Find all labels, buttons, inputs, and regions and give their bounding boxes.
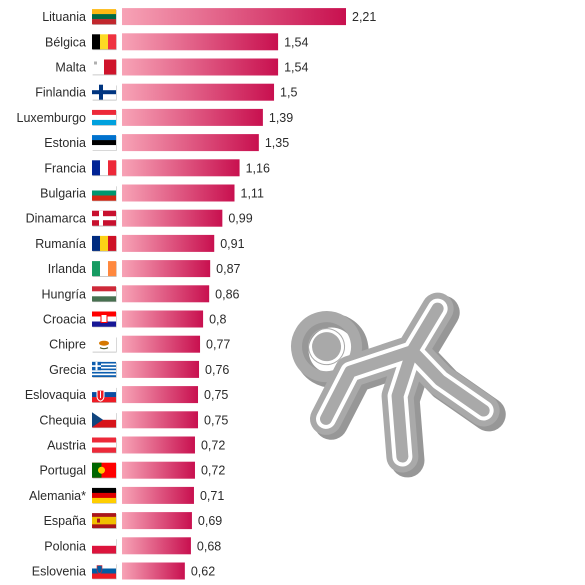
value-label: 1,39: [269, 111, 293, 125]
category-label: Francia: [44, 161, 86, 175]
bar-polonia: [122, 537, 191, 555]
bar-croacia: [122, 310, 204, 328]
estonia-flag-icon: [92, 135, 117, 151]
value-label: 0,75: [204, 388, 228, 402]
value-label: 0,76: [205, 363, 229, 377]
category-label: Luxemburgo: [17, 111, 87, 125]
bar-alemania: [122, 486, 194, 504]
value-label: 1,54: [284, 61, 308, 75]
cyprus-flag-icon: [92, 336, 117, 353]
poland-flag-icon: [92, 538, 117, 555]
bar-espaa: [122, 512, 192, 530]
bar-eslovaquia: [122, 386, 199, 404]
value-label: 0,99: [228, 212, 252, 226]
category-label: Chequia: [39, 413, 86, 427]
category-label: Croacia: [43, 313, 86, 327]
category-labels: Lituania Bélgica Malta Finlandia Luxemburgo E…: [17, 10, 87, 578]
value-label: 0,86: [215, 287, 239, 301]
category-label: Eslovenia: [32, 565, 86, 579]
value-label: 2,21: [352, 10, 376, 24]
malta-flag-icon: [92, 59, 117, 76]
spain-flag-icon: [92, 513, 117, 529]
bar-dinamarca: [122, 209, 223, 227]
category-label: Rumanía: [35, 237, 86, 251]
category-label: Alemania*: [29, 489, 86, 503]
croatia-flag-icon: [92, 311, 117, 328]
finland-flag-icon: [92, 84, 117, 101]
belgium-flag-icon: [92, 34, 117, 51]
value-label: 0,72: [201, 439, 225, 453]
bar-estonia: [122, 134, 259, 152]
category-label: Chipre: [49, 338, 86, 352]
category-label: España: [44, 514, 86, 528]
category-label: Estonia: [44, 136, 86, 150]
bar-luxemburgo: [122, 108, 263, 126]
portugal-flag-icon: [92, 462, 117, 479]
category-label: Grecia: [49, 363, 86, 377]
bar-malta: [122, 58, 279, 76]
france-flag-icon: [92, 160, 117, 177]
value-label: 0,91: [220, 237, 244, 251]
bar-blgica: [122, 33, 279, 51]
category-label: Finlandia: [35, 86, 86, 100]
flags: [92, 9, 117, 580]
category-label: Portugal: [39, 464, 86, 478]
bar-francia: [122, 159, 240, 177]
value-label: 0,69: [198, 514, 222, 528]
bar-lituania: [122, 8, 346, 26]
category-label: Austria: [47, 439, 86, 453]
bars: [122, 8, 346, 580]
value-label: 0,87: [216, 262, 240, 276]
austria-flag-icon: [92, 437, 117, 454]
ireland-flag-icon: [92, 261, 117, 277]
category-label: Lituania: [42, 10, 86, 24]
value-label: 0,62: [191, 565, 215, 579]
category-label: Irlanda: [48, 262, 86, 276]
category-label: Dinamarca: [26, 212, 86, 226]
value-label: 1,54: [284, 35, 308, 49]
lithuania-flag-icon: [92, 9, 117, 25]
category-label: Hungría: [42, 287, 87, 301]
bar-austria: [122, 436, 195, 454]
slovakia-flag-icon: [92, 387, 117, 403]
czechia-flag-icon: [92, 412, 117, 429]
bar-chipre: [122, 335, 201, 353]
value-label: 0,8: [209, 313, 226, 327]
bar-finlandia: [122, 83, 275, 101]
bar-rumana: [122, 234, 215, 252]
value-label: 0,68: [197, 539, 221, 553]
bar-irlanda: [122, 260, 211, 278]
bar-portugal: [122, 461, 195, 479]
value-label: 0,71: [200, 489, 224, 503]
value-label: 1,16: [246, 161, 270, 175]
denmark-flag-icon: [92, 210, 117, 227]
bar-eslovenia: [122, 562, 185, 580]
bar-bulgaria: [122, 184, 235, 202]
value-label: 0,77: [206, 338, 230, 352]
bar-grecia: [122, 360, 200, 378]
value-label: 1,11: [241, 187, 264, 201]
value-labels: 2,21 1,54 1,54 1,5 1,39 1,35 1,16 1,11 0,99 0,91 0…: [191, 10, 377, 578]
category-label: Malta: [55, 61, 86, 75]
crime-scene-body-outline-icon: [291, 292, 506, 478]
bar-chequia: [122, 411, 199, 429]
category-label: Polonia: [44, 539, 86, 553]
value-label: 1,5: [280, 86, 297, 100]
category-label: Eslovaquia: [25, 388, 86, 402]
hungary-flag-icon: [92, 286, 117, 303]
germany-flag-icon: [92, 487, 117, 504]
category-label: Bulgaria: [40, 187, 86, 201]
bulgaria-flag-icon: [92, 185, 117, 202]
greece-flag-icon: [92, 361, 117, 378]
value-label: 0,72: [201, 464, 225, 478]
value-label: 0,75: [204, 413, 228, 427]
luxembourg-flag-icon: [92, 109, 117, 126]
category-label: Bélgica: [45, 35, 86, 49]
romania-flag-icon: [92, 235, 117, 252]
value-label: 1,35: [265, 136, 289, 150]
slovenia-flag-icon: [92, 563, 117, 580]
bar-hungra: [122, 285, 210, 303]
